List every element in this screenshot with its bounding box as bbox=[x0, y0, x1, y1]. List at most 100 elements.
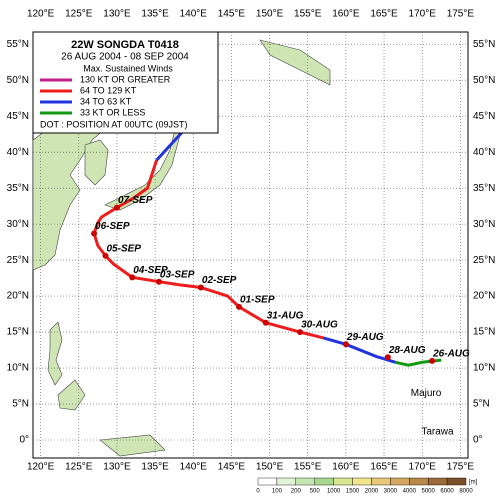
x-tick-label: 150°E bbox=[256, 462, 284, 473]
x-tick-label: 135°E bbox=[141, 462, 169, 473]
x-tick-label: 155°E bbox=[294, 9, 322, 20]
y-tick-label: 30°N bbox=[473, 219, 495, 230]
y-tick-label: 55°N bbox=[473, 39, 495, 50]
date-label: 01-SEP bbox=[240, 295, 275, 306]
y-tick-label: 50°N bbox=[473, 75, 495, 86]
position-dot bbox=[342, 341, 349, 348]
x-tick-label: 145°E bbox=[218, 462, 246, 473]
position-dot bbox=[262, 319, 269, 326]
y-tick-label: 40°N bbox=[473, 147, 495, 158]
elevation-cell bbox=[427, 477, 448, 486]
elevation-cell bbox=[276, 477, 297, 486]
legend-title: Max. Sustained Winds bbox=[83, 63, 173, 73]
place-label: Majuro bbox=[411, 388, 442, 399]
elevation-tick: 4000 bbox=[403, 489, 417, 495]
x-tick-label: 140°E bbox=[180, 462, 208, 473]
y-tick-label: 45°N bbox=[473, 111, 495, 122]
y-tick-label: 5°N bbox=[12, 399, 29, 410]
x-tick-label: 170°E bbox=[409, 9, 437, 20]
elevation-tick: 1500 bbox=[346, 489, 360, 495]
date-label: 26-AUG bbox=[432, 348, 470, 359]
y-tick-label: 10°N bbox=[473, 363, 495, 374]
date-label: 28-AUG bbox=[388, 345, 426, 356]
x-tick-label: 130°E bbox=[103, 462, 131, 473]
y-tick-label: 40°N bbox=[7, 147, 29, 158]
elevation-tick: 5000 bbox=[422, 489, 436, 495]
x-tick-label: 175°E bbox=[447, 462, 475, 473]
elevation-tick: 1000 bbox=[327, 489, 341, 495]
legend-box bbox=[32, 31, 219, 134]
position-dot bbox=[129, 274, 136, 281]
date-label: 03-SEP bbox=[160, 269, 195, 280]
position-dot bbox=[236, 303, 243, 310]
elevation-cell bbox=[352, 477, 372, 486]
position-dot bbox=[297, 329, 304, 336]
position-dot bbox=[91, 230, 98, 237]
y-tick-label: 20°N bbox=[473, 291, 495, 302]
title: 22W SONGDA T0418 bbox=[71, 39, 179, 51]
y-tick-label: 55°N bbox=[7, 39, 29, 50]
subtitle: 26 AUG 2004 - 08 SEP 2004 bbox=[61, 52, 189, 63]
elevation-tick: 100 bbox=[272, 489, 283, 495]
y-tick-label: 30°N bbox=[7, 219, 29, 230]
elevation-cell bbox=[314, 477, 334, 486]
elevation-tick: 2000 bbox=[365, 489, 379, 495]
date-label: 29-AUG bbox=[346, 332, 384, 343]
date-label: 06-SEP bbox=[95, 221, 130, 232]
x-tick-label: 155°E bbox=[294, 462, 322, 473]
elevation-tick: 3000 bbox=[384, 489, 398, 495]
elevation-cell bbox=[257, 477, 278, 486]
date-label: 04-SEP bbox=[133, 265, 168, 276]
y-tick-label: 10°N bbox=[7, 363, 29, 374]
elevation-bar: 0 100 200 500 1000 1500 2000 3000 4000 5000 6000 80… bbox=[256, 477, 478, 495]
x-tick-label: 175°E bbox=[447, 9, 475, 20]
x-tick-label: 165°E bbox=[370, 9, 398, 20]
x-tick-label: 130°E bbox=[103, 9, 131, 20]
elevation-tick: 500 bbox=[310, 489, 321, 495]
place-label: Tarawa bbox=[421, 427, 454, 438]
position-dot bbox=[384, 354, 391, 361]
y-tick-label: 0° bbox=[19, 435, 29, 446]
y-tick-label: 35°N bbox=[473, 183, 495, 194]
legend-label: 33 KT OR LESS bbox=[80, 107, 145, 117]
x-tick-label: 150°E bbox=[256, 9, 284, 20]
date-label: 31-AUG bbox=[267, 310, 304, 321]
y-tick-label: 45°N bbox=[7, 111, 29, 122]
x-tick-label: 120°E bbox=[27, 462, 55, 473]
y-tick-label: 50°N bbox=[7, 75, 29, 86]
y-tick-label: 15°N bbox=[7, 327, 29, 338]
y-tick-label: 20°N bbox=[7, 291, 29, 302]
elevation-cell bbox=[390, 477, 410, 486]
y-tick-label: 0° bbox=[473, 435, 483, 446]
elevation-tick: 0 bbox=[256, 489, 260, 495]
elevation-unit: [m] bbox=[469, 480, 478, 486]
y-tick-label: 25°N bbox=[7, 255, 29, 266]
position-dot bbox=[429, 357, 436, 364]
position-dot bbox=[155, 278, 162, 285]
y-tick-label: 15°N bbox=[473, 327, 495, 338]
x-tick-label: 125°E bbox=[65, 462, 93, 473]
date-label: 07-SEP bbox=[118, 195, 153, 206]
x-tick-label: 120°E bbox=[27, 9, 55, 20]
position-dot bbox=[197, 284, 204, 291]
date-label: 05-SEP bbox=[107, 243, 142, 254]
legend-label: 34 TO 63 KT bbox=[80, 96, 132, 106]
date-label: 02-SEP bbox=[202, 275, 237, 286]
elevation-cell bbox=[446, 477, 467, 486]
x-tick-label: 160°E bbox=[332, 462, 360, 473]
x-tick-label: 135°E bbox=[141, 9, 169, 20]
x-tick-label: 145°E bbox=[218, 9, 246, 20]
y-tick-label: 5°N bbox=[473, 399, 490, 410]
legend-label: 64 TO 129 KT bbox=[80, 85, 137, 95]
elevation-tick: 6000 bbox=[440, 489, 454, 495]
position-dot bbox=[102, 252, 109, 259]
elevation-tick: 200 bbox=[291, 489, 302, 495]
legend: 22W SONGDA T0418 26 AUG 2004 - 08 SEP 20… bbox=[32, 31, 219, 134]
x-tick-label: 170°E bbox=[409, 462, 437, 473]
elevation-cell bbox=[371, 477, 391, 486]
y-tick-label: 25°N bbox=[473, 255, 495, 266]
legend-note: DOT : POSITION AT 00UTC (09JST) bbox=[40, 119, 188, 129]
y-tick-label: 35°N bbox=[7, 183, 29, 194]
